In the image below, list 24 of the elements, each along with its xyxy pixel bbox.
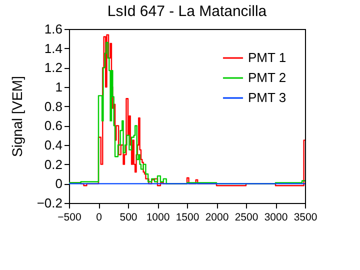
x-tick-label: −500 <box>58 212 82 224</box>
x-tick-label: 2000 <box>205 212 229 224</box>
legend-label: PMT 3 <box>248 90 286 105</box>
x-tick-label: 1500 <box>176 212 200 224</box>
legend-label: PMT 2 <box>248 70 286 85</box>
y-tick-label: 0.6 <box>44 118 62 134</box>
x-tick-label: 1000 <box>146 212 170 224</box>
y-tick-label: 0.2 <box>44 156 62 172</box>
legend-label: PMT 1 <box>248 50 286 65</box>
y-tick-label: 1 <box>55 80 62 94</box>
x-tick-label: 0 <box>96 212 102 224</box>
y-tick-label: 1.4 <box>44 40 62 56</box>
chart-title: LsId 647 - La Matancilla <box>107 3 268 20</box>
x-tick-label: 2500 <box>234 212 258 224</box>
x-tick-label: 3500 <box>294 212 318 224</box>
y-tick-label: 1.6 <box>44 22 62 36</box>
y-tick-label: 0 <box>55 176 62 192</box>
x-tick-label: 3000 <box>264 212 288 224</box>
y-tick-label: 1.2 <box>44 60 62 76</box>
y-tick-label: 0.8 <box>44 98 62 114</box>
y-tick-label: −0.2 <box>36 196 62 210</box>
y-tick-label: 0.4 <box>44 138 62 152</box>
y-axis-title: Signal [VEM] <box>8 76 25 157</box>
x-tick-label: 500 <box>120 212 138 224</box>
